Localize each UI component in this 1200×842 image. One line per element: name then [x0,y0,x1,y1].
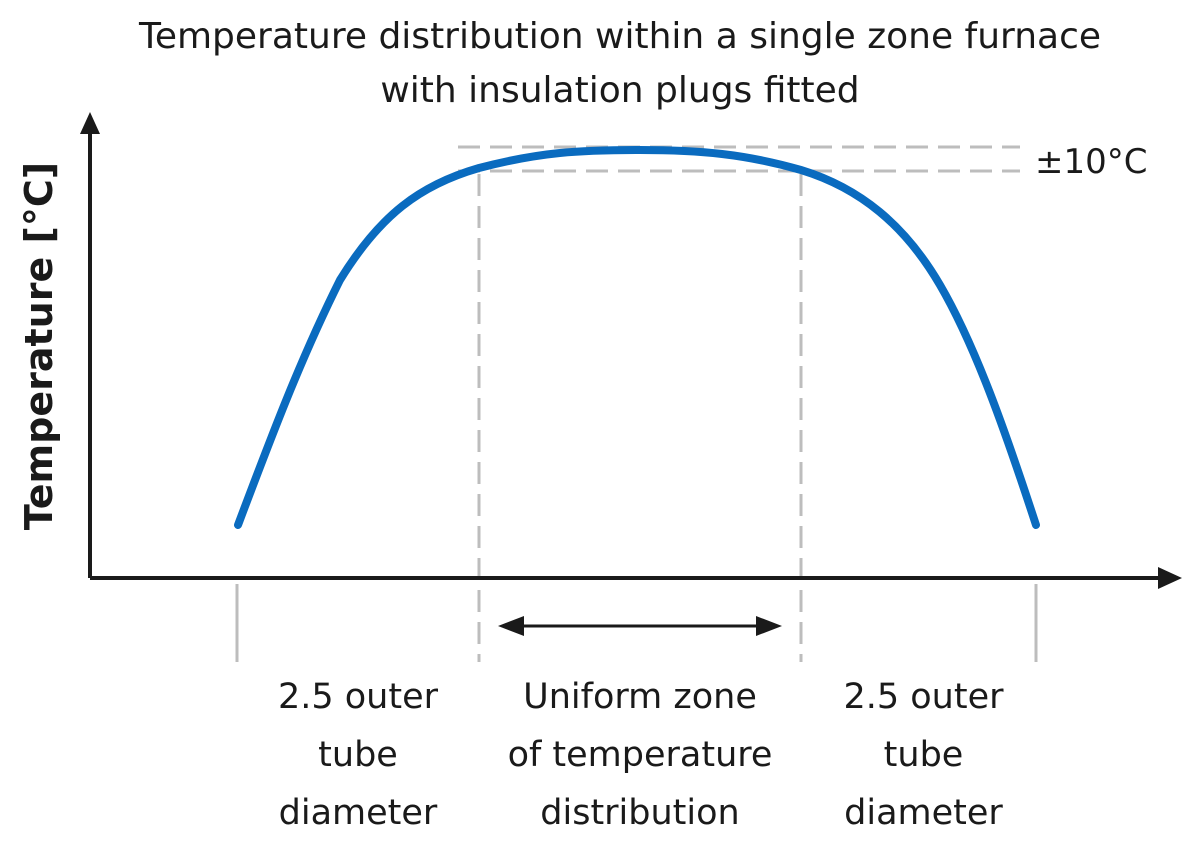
left-zone-line-3: diameter [278,793,438,833]
right-zone-line-3: diameter [844,793,1003,833]
title-line-1: Temperature distribution within a single… [138,16,1102,57]
uniform-zone-line-3: distribution [540,793,740,833]
right-zone-label: 2.5 outer tube diameter [801,668,1046,842]
diagram-title: Temperature distribution within a single… [0,10,1200,118]
tolerance-label: ±10°C [1035,142,1148,182]
title-line-2: with insulation plugs fitted [380,70,860,111]
double-headed-arrow-icon-right [756,616,782,636]
left-zone-line-1: 2.5 outer [277,677,439,717]
arrow-right-icon [1158,567,1182,589]
temperature-curve [234,145,1040,529]
right-zone-line-2: tube [883,735,964,775]
uniform-zone-label: Uniform zone of temperature distribution [479,668,801,842]
y-axis-label: Temperature [°C] [17,162,61,530]
uniform-zone-line-2: of temperature [507,735,773,775]
arrow-up-icon [80,112,100,134]
left-zone-label: 2.5 outer tube diameter [237,668,479,842]
right-zone-line-1: 2.5 outer [843,677,1004,717]
left-zone-line-2: tube [318,735,398,775]
uniform-zone-line-1: Uniform zone [523,677,757,717]
double-headed-arrow-icon-left [498,616,524,636]
